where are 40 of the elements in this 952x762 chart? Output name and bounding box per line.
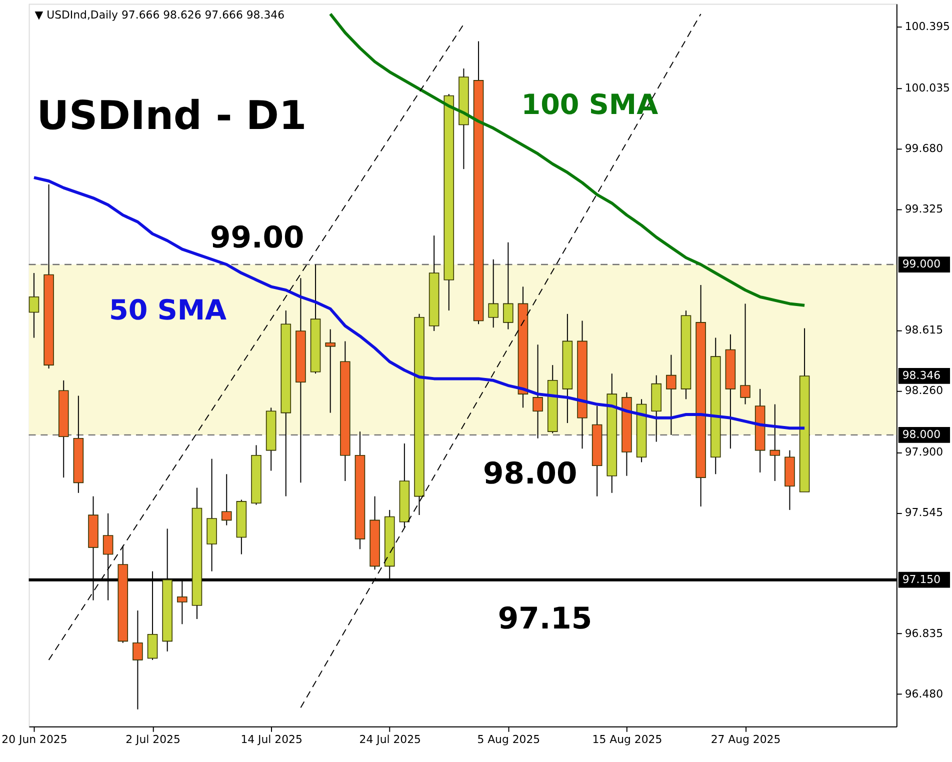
x-tick-label: 24 Jul 2025 [359, 732, 421, 746]
x-tick-label: 20 Jun 2025 [2, 732, 68, 746]
x-tick-label: 2 Jul 2025 [126, 732, 180, 746]
ref-line-label: 98.00 [483, 456, 578, 492]
annotation: ▼ USDInd,Daily 97.666 98.626 97.666 98.346 [34, 8, 285, 22]
series-label: 50 SMA [109, 293, 228, 326]
candlestick [503, 242, 514, 330]
line-series [328, 12, 806, 307]
x-tick-label: 14 Jul 2025 [240, 732, 302, 746]
series-label: 100 SMA [521, 88, 659, 121]
y-tick-label: 97.545 [904, 506, 944, 519]
x-tick-label: 15 Aug 2025 [592, 732, 662, 746]
y-tick-label: 100.035 [904, 82, 950, 95]
y-tick-label: 99.680 [904, 142, 944, 156]
y-tick-label: 98.260 [904, 384, 944, 398]
ref-line-label: 99.00 [210, 220, 304, 256]
x-tick-label: 5 Aug 2025 [477, 732, 540, 746]
y-tick-label: 97.150 [902, 572, 941, 586]
line-series [32, 176, 806, 430]
candlestick [740, 303, 750, 405]
y-tick-label: 98.000 [902, 428, 941, 441]
y-tick-label: 96.835 [904, 626, 944, 640]
candlestick [28, 272, 40, 338]
y-tick-label: 98.615 [904, 324, 944, 337]
text: USDInd - D1 [36, 92, 307, 139]
candlestick [532, 344, 543, 439]
candlestick [221, 474, 232, 526]
y-tick-label: 99.325 [904, 202, 944, 216]
candlestick [325, 328, 336, 414]
candlestick [770, 404, 780, 482]
y-tick-label: 100.395 [904, 20, 950, 34]
ref-line-label: 97.15 [498, 601, 592, 636]
x-tick-label: 27 Aug 2025 [710, 732, 781, 746]
candlestick [666, 354, 676, 436]
y-tick-label: 99.000 [902, 257, 941, 270]
y-tick-label: 96.480 [904, 688, 944, 700]
candlestick [132, 610, 143, 710]
y-tick-label: 98.346 [902, 368, 941, 382]
candlestick [488, 258, 498, 328]
y-tick-label: 97.900 [904, 445, 944, 458]
